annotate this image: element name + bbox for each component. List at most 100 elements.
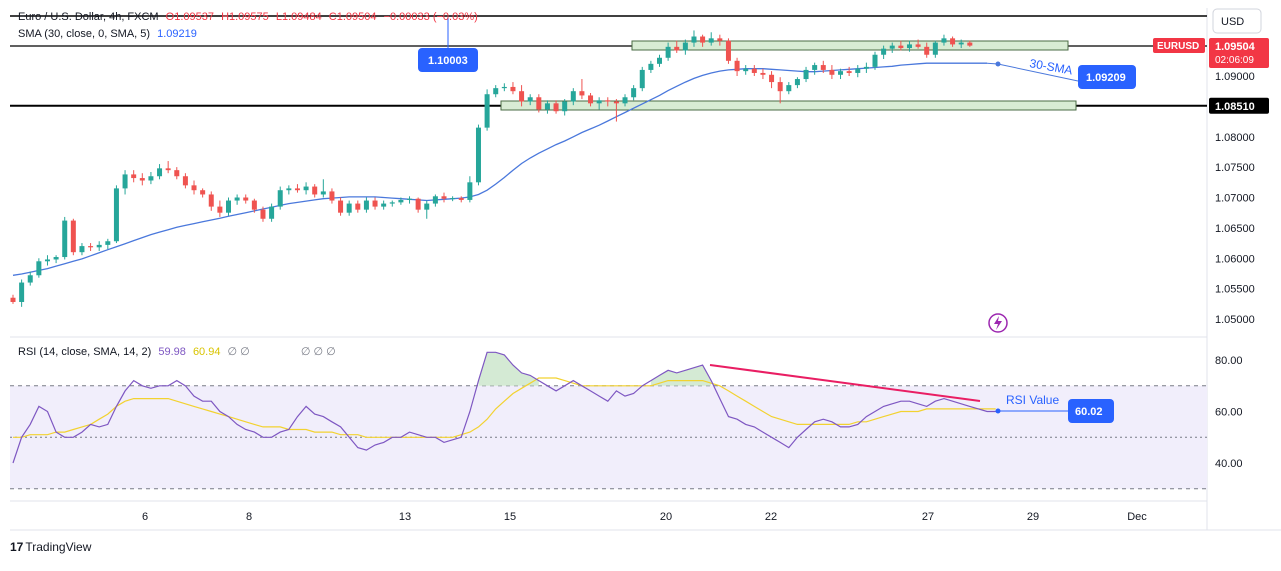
candle-body bbox=[622, 97, 628, 104]
candle bbox=[631, 85, 637, 101]
sma-legend-value: 1.09219 bbox=[157, 28, 197, 40]
candle bbox=[105, 238, 111, 250]
candle-body bbox=[519, 91, 525, 102]
candle bbox=[19, 279, 25, 307]
lightning-icon bbox=[988, 313, 1008, 333]
candle-body bbox=[820, 65, 826, 70]
candle-body bbox=[501, 86, 507, 89]
tradingview-logo[interactable]: 17 TradingView bbox=[10, 540, 91, 554]
candle bbox=[441, 192, 447, 203]
candle-body bbox=[294, 188, 300, 191]
time-tick-label: 29 bbox=[1027, 511, 1039, 523]
candle bbox=[363, 197, 369, 213]
candle bbox=[174, 167, 180, 180]
candle-body bbox=[639, 69, 645, 89]
tv-logo-icon: 17 bbox=[10, 540, 24, 554]
rsi-legend-value: 59.98 bbox=[158, 346, 186, 358]
candle bbox=[286, 185, 292, 195]
last-price-text: 1.09504 bbox=[1215, 41, 1256, 53]
candle bbox=[794, 77, 800, 89]
candle bbox=[467, 176, 473, 203]
candle-body bbox=[631, 88, 637, 98]
candle-body bbox=[208, 194, 214, 207]
candle bbox=[596, 97, 602, 110]
price-tick-label: 1.09000 bbox=[1215, 71, 1255, 83]
candle bbox=[200, 188, 206, 198]
candle bbox=[458, 196, 464, 203]
rsi-ma-legend-value: 60.94 bbox=[192, 346, 221, 358]
candle-body bbox=[243, 197, 249, 201]
candle bbox=[243, 194, 249, 204]
candle-body bbox=[803, 69, 809, 80]
candle-body bbox=[596, 100, 602, 104]
rsi-value-box bbox=[1068, 399, 1114, 423]
candle bbox=[182, 173, 188, 189]
candle-body bbox=[553, 103, 559, 112]
candle-body bbox=[96, 244, 102, 248]
candle bbox=[760, 68, 766, 80]
candle-body bbox=[769, 74, 775, 83]
candle bbox=[208, 191, 214, 211]
candle-body bbox=[906, 44, 912, 49]
price-tick-label: 1.06000 bbox=[1215, 253, 1255, 265]
candle-body bbox=[363, 200, 369, 210]
legend-low: L1.09484 bbox=[275, 11, 322, 23]
candle-body bbox=[277, 190, 283, 207]
candle bbox=[139, 173, 145, 186]
candle bbox=[113, 185, 119, 244]
candle bbox=[872, 51, 878, 70]
time-tick-label: 15 bbox=[504, 511, 516, 523]
candle-body bbox=[70, 220, 76, 253]
candle-body bbox=[131, 174, 137, 179]
candle bbox=[320, 179, 326, 198]
candle-body bbox=[432, 196, 438, 204]
candle-body bbox=[863, 66, 869, 69]
candle bbox=[950, 36, 956, 47]
candle bbox=[389, 200, 395, 207]
candle bbox=[544, 100, 550, 114]
candle-body bbox=[734, 60, 740, 72]
candle bbox=[881, 45, 887, 59]
candle bbox=[338, 197, 344, 216]
candle bbox=[277, 186, 283, 210]
candle bbox=[786, 82, 792, 95]
rsi-tick-label: 60.00 bbox=[1215, 407, 1243, 419]
candle bbox=[312, 184, 318, 198]
candle-body bbox=[950, 38, 956, 45]
candle-body bbox=[148, 176, 154, 181]
rsi-value-text: 60.02 bbox=[1075, 406, 1103, 418]
sma-value-box bbox=[1078, 65, 1136, 89]
grid-layer bbox=[10, 8, 1281, 531]
candle-body bbox=[588, 95, 594, 104]
candle-body bbox=[855, 68, 861, 73]
candle-body bbox=[251, 200, 257, 210]
time-tick-label: 6 bbox=[142, 511, 148, 523]
candle bbox=[226, 197, 231, 216]
candle-body bbox=[562, 101, 568, 112]
candle bbox=[510, 82, 516, 95]
candle-body bbox=[346, 203, 352, 213]
price-tick-label: 1.07000 bbox=[1215, 193, 1255, 205]
candle bbox=[579, 79, 585, 100]
rsi-panel: 80.00 60.00 40.00 RSI Value 60.02 bbox=[10, 351, 1243, 490]
candle-body bbox=[372, 200, 378, 207]
candle bbox=[432, 194, 438, 207]
rsi-legend-label: RSI (14, close, SMA, 14, 2) bbox=[18, 346, 152, 358]
candle bbox=[570, 88, 576, 106]
candle bbox=[88, 243, 94, 251]
candle-body bbox=[915, 44, 921, 47]
currency-label: USD bbox=[1221, 16, 1244, 28]
candle-body bbox=[200, 190, 206, 195]
candle-body bbox=[226, 200, 231, 213]
candle-body bbox=[751, 68, 757, 73]
candle bbox=[165, 161, 171, 174]
candle bbox=[906, 40, 912, 52]
candle-body bbox=[182, 176, 188, 186]
tv-logo-text: TradingView bbox=[25, 540, 92, 554]
candle-body bbox=[79, 246, 85, 253]
symbol-tag-text: EURUSD bbox=[1157, 41, 1199, 52]
candle-body bbox=[708, 38, 714, 43]
resistance-zone bbox=[631, 40, 1069, 51]
